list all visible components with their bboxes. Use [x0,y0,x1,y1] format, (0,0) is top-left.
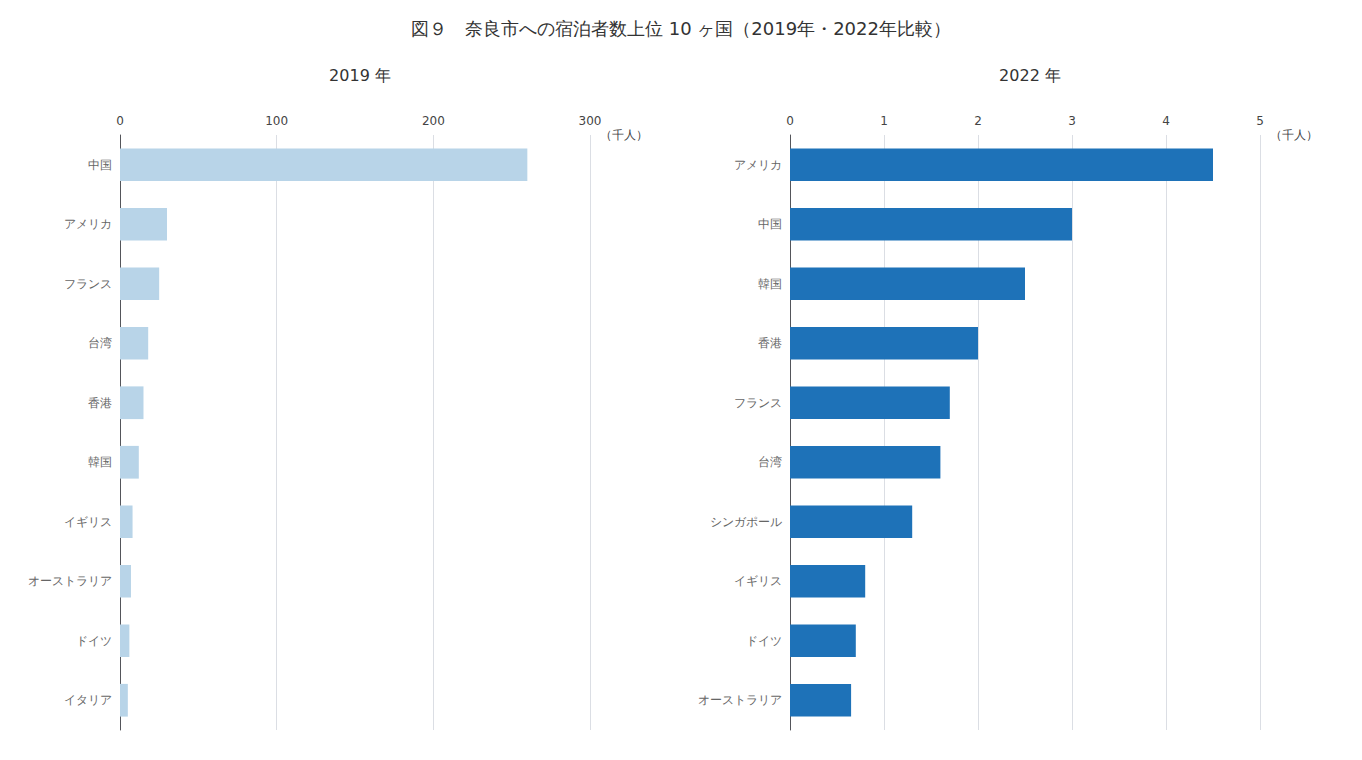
svg-text:0: 0 [116,114,124,128]
svg-text:イギリス: イギリス [734,574,782,588]
svg-text:オーストラリア: オーストラリア [698,693,782,707]
svg-text:オーストラリア: オーストラリア [28,574,112,588]
svg-text:2: 2 [974,114,982,128]
svg-text:300: 300 [579,114,602,128]
svg-text:中国: 中国 [88,158,112,172]
svg-text:2019 年: 2019 年 [329,66,391,85]
svg-text:（千人）: （千人） [600,128,648,142]
svg-text:韓国: 韓国 [758,277,782,291]
svg-text:香港: 香港 [88,396,112,410]
svg-text:台湾: 台湾 [758,455,782,469]
svg-text:5: 5 [1256,114,1264,128]
svg-text:3: 3 [1068,114,1076,128]
svg-text:韓国: 韓国 [88,455,112,469]
svg-text:アメリカ: アメリカ [734,158,782,172]
svg-text:1: 1 [880,114,888,128]
svg-text:フランス: フランス [734,396,782,410]
svg-text:アメリカ: アメリカ [64,217,112,231]
svg-text:香港: 香港 [758,336,782,350]
svg-text:2022 年: 2022 年 [999,66,1061,85]
svg-text:イギリス: イギリス [64,515,112,529]
svg-text:4: 4 [1162,114,1170,128]
svg-text:ドイツ: ドイツ [746,634,782,648]
svg-text:イタリア: イタリア [64,693,112,707]
svg-text:（千人）: （千人） [1270,128,1318,142]
svg-text:0: 0 [786,114,794,128]
svg-text:フランス: フランス [64,277,112,291]
svg-text:中国: 中国 [758,217,782,231]
svg-text:図９ 奈良市への宿泊者数上位 10 ヶ国（2019年・202: 図９ 奈良市への宿泊者数上位 10 ヶ国（2019年・2022年比較） [411,18,951,39]
svg-text:200: 200 [422,114,445,128]
svg-text:台湾: 台湾 [88,336,112,350]
svg-text:ドイツ: ドイツ [76,634,112,648]
svg-text:シンガポール: シンガポール [710,515,782,529]
svg-text:100: 100 [265,114,288,128]
